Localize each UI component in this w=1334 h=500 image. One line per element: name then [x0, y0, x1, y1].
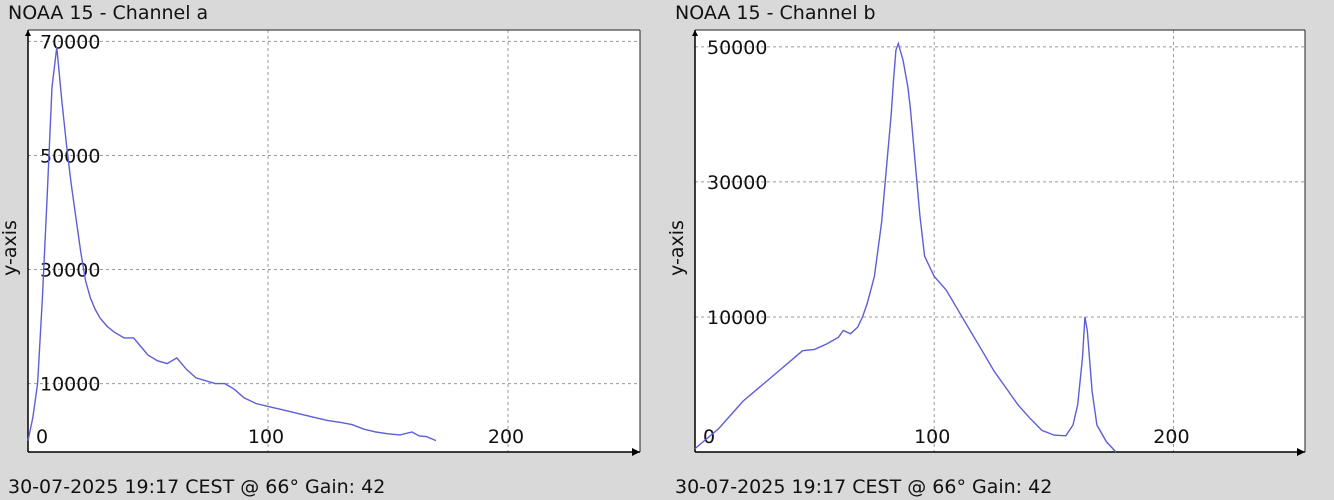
chart-panel-a: NOAA 15 - Channel a 0 100 200 10000 30000 500…	[0, 2, 641, 498]
chart-panel-b: NOAA 15 - Channel b 0 100 200 10000 30000 500…	[667, 0, 1334, 500]
plot-area: 0 100 200 10000 30000 50000 70000 y-axis	[0, 29, 641, 456]
y-axis-arrow	[25, 30, 31, 36]
y-axis-label: y-axis	[667, 220, 688, 276]
y-tick-label: 70000	[40, 31, 100, 53]
x-axis-arrow	[1297, 448, 1305, 456]
x-tick-label: 0	[36, 426, 48, 448]
y-tick-label: 10000	[707, 307, 767, 329]
y-tick-label: 30000	[707, 172, 767, 194]
y-tick-label: 10000	[40, 374, 100, 396]
y-tick-label: 30000	[40, 260, 100, 282]
x-tick-label: 100	[914, 426, 950, 448]
y-tick-label: 50000	[707, 37, 767, 59]
chart-footer: 30-07-2025 19:17 CEST @ 66° Gain: 42	[8, 476, 386, 498]
x-axis-arrow	[632, 448, 640, 456]
chart-title: NOAA 15 - Channel b	[675, 2, 876, 24]
plot-background	[695, 30, 1305, 452]
x-tick-label: 200	[1153, 426, 1189, 448]
x-tick-label: 200	[488, 426, 524, 448]
chart-title: NOAA 15 - Channel a	[8, 2, 209, 24]
y-tick-label: 50000	[40, 145, 100, 167]
x-tick-label: 100	[248, 426, 284, 448]
y-axis-arrow	[692, 30, 698, 36]
series-line	[27, 47, 437, 442]
series-line	[694, 41, 1117, 453]
chart-footer: 30-07-2025 19:17 CEST @ 66° Gain: 42	[675, 476, 1053, 498]
plot-background	[28, 30, 640, 452]
y-axis-label: y-axis	[0, 220, 21, 276]
